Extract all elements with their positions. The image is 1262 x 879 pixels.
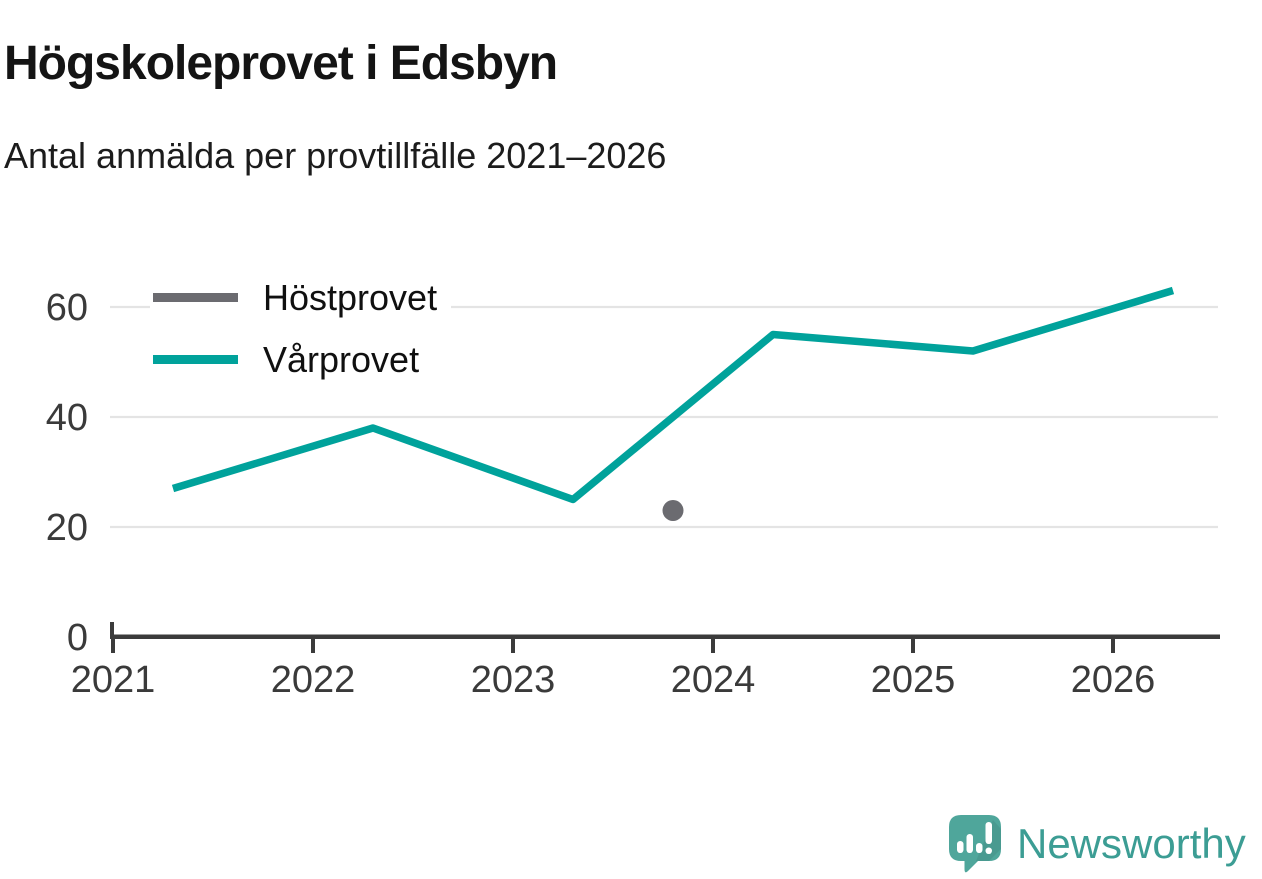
y-axis-stub (110, 622, 114, 637)
exclamation-bar (985, 822, 992, 844)
chart-legend: Höstprovet Vårprovet (150, 272, 452, 396)
y-tick-label: 0 (67, 617, 88, 659)
x-tick (711, 639, 715, 653)
exclamation-dot (985, 847, 992, 854)
x-tick-label: 2025 (871, 659, 956, 701)
series-line-varprovet (171, 286, 1175, 504)
bar-3 (976, 843, 983, 853)
x-axis-line (110, 634, 1220, 639)
newsworthy-logo: Newsworthy (948, 814, 1246, 874)
y-tick-label: 20 (46, 507, 88, 549)
x-tick-label: 2024 (671, 659, 756, 701)
legend-swatch-varprovet (153, 355, 238, 365)
newsworthy-wordmark: Newsworthy (1017, 820, 1246, 867)
y-tick-label: 40 (46, 397, 88, 439)
x-tick-label: 2023 (471, 659, 556, 701)
page-title: Högskoleprovet i Edsbyn (4, 37, 558, 91)
bar-1 (957, 841, 964, 853)
newsworthy-speech-bubble-icon (949, 815, 1001, 873)
legend-label: Höstprovet (263, 277, 438, 318)
series-point-hostprovet (662, 500, 684, 521)
chart-subtitle: Antal anmälda per provtillfälle 2021–202… (4, 135, 667, 176)
x-tick-label: 2026 (1071, 659, 1156, 701)
legend-swatch-hostprovet (153, 293, 238, 303)
x-tick-label: 2021 (71, 659, 156, 701)
x-tick (911, 639, 915, 653)
legend-item-varprovet: Vårprovet (150, 333, 452, 386)
y-tick-label: 60 (46, 287, 88, 329)
x-tick (311, 639, 315, 653)
x-tick (511, 639, 515, 653)
x-tick-label: 2022 (271, 659, 356, 701)
legend-label: Vårprovet (263, 338, 420, 380)
bar-2 (966, 834, 973, 853)
x-tick (111, 639, 115, 653)
x-tick (1111, 639, 1115, 653)
legend-item-hostprovet: Höstprovet (150, 272, 452, 324)
